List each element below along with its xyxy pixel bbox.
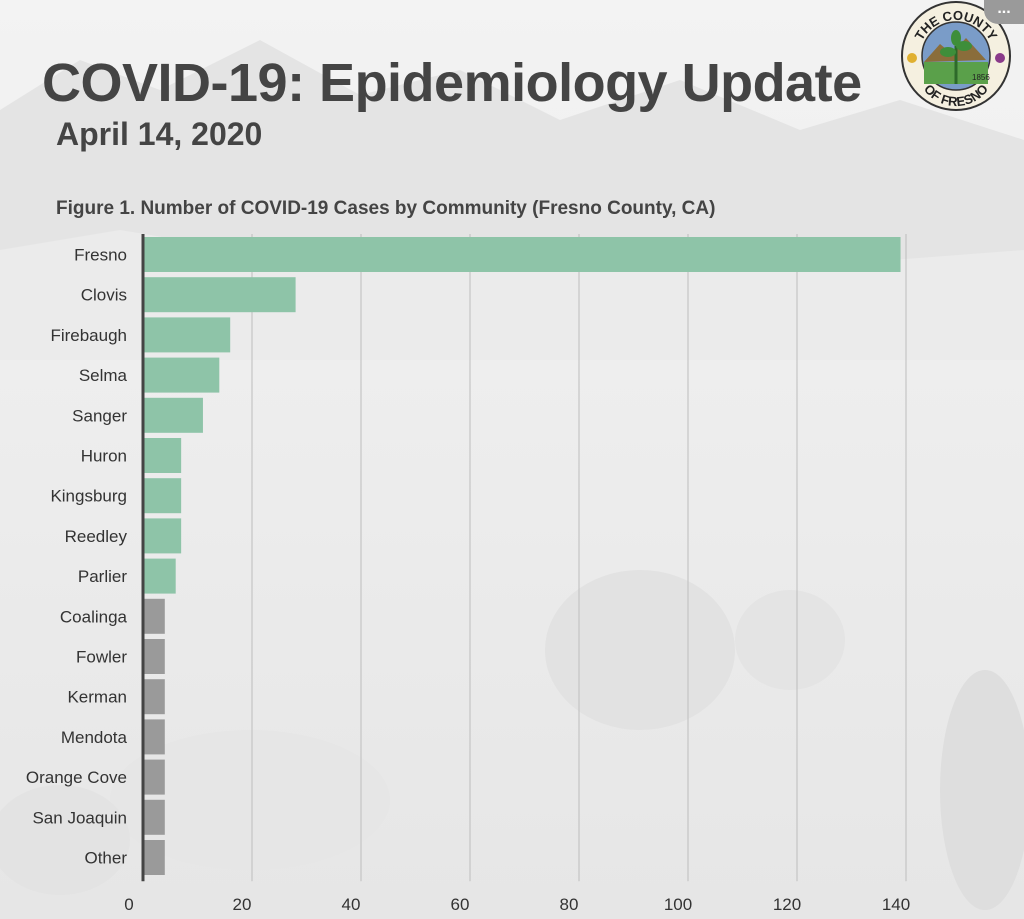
bar-firebaugh <box>143 317 231 353</box>
category-label-fowler: Fowler <box>76 648 127 667</box>
bar-coalinga <box>143 598 165 634</box>
category-label-san-joaquin: San Joaquin <box>32 808 127 827</box>
category-label-parlier: Parlier <box>78 567 127 586</box>
county-of-fresno-seal-icon: THE COUNTY OF FRESNO 1856 <box>901 1 1011 111</box>
tick-label-120: 120 <box>773 895 801 914</box>
category-label-kingsburg: Kingsburg <box>50 487 127 506</box>
category-label-coalinga: Coalinga <box>60 607 128 626</box>
bar-mendota <box>143 719 165 755</box>
tick-labels: 0 20 40 60 80 100 120 140 <box>124 895 910 914</box>
grid-lines <box>251 234 907 882</box>
bar-huron <box>143 438 182 473</box>
tick-label-80: 80 <box>560 895 579 914</box>
category-label-firebaugh: Firebaugh <box>50 326 127 345</box>
more-options-button[interactable]: ... <box>984 0 1024 24</box>
category-label-kerman: Kerman <box>67 688 127 707</box>
seal-year: 1856 <box>972 73 990 82</box>
bar-kingsburg <box>143 478 182 514</box>
bar-fresno <box>143 237 901 272</box>
category-label-other: Other <box>84 849 127 868</box>
bar-selma <box>143 357 220 393</box>
bar-parlier <box>143 558 176 594</box>
category-label-mendota: Mendota <box>61 728 128 747</box>
tick-label-60: 60 <box>451 895 470 914</box>
bar-sanger <box>143 397 203 433</box>
page-date: April 14, 2020 <box>56 116 263 152</box>
category-label-fresno: Fresno <box>74 246 127 265</box>
tick-label-100: 100 <box>664 895 692 914</box>
bar-clovis <box>143 277 296 313</box>
category-label-selma: Selma <box>79 366 128 385</box>
bar-fowler <box>143 639 165 674</box>
bar-other <box>143 840 165 875</box>
bar-san-joaquin <box>143 799 165 835</box>
tick-label-140: 140 <box>882 895 910 914</box>
category-label-orange-cove: Orange Cove <box>26 768 127 787</box>
tick-label-0: 0 <box>124 895 133 914</box>
tick-label-40: 40 <box>342 895 361 914</box>
category-label-clovis: Clovis <box>81 286 127 305</box>
category-labels: Fresno Clovis Firebaugh Selma Sanger Huron Kin… <box>26 246 128 868</box>
category-label-reedley: Reedley <box>65 527 128 546</box>
category-label-huron: Huron <box>81 447 127 466</box>
bars <box>143 237 901 875</box>
bar-kerman <box>143 679 165 715</box>
tick-label-20: 20 <box>233 895 252 914</box>
chart-title: Figure 1. Number of COVID-19 Cases by Co… <box>56 198 716 219</box>
category-label-sanger: Sanger <box>72 406 127 425</box>
bar-orange-cove <box>143 759 165 795</box>
bar-reedley <box>143 518 182 554</box>
page-title: COVID-19: Epidemiology Update <box>42 53 862 113</box>
